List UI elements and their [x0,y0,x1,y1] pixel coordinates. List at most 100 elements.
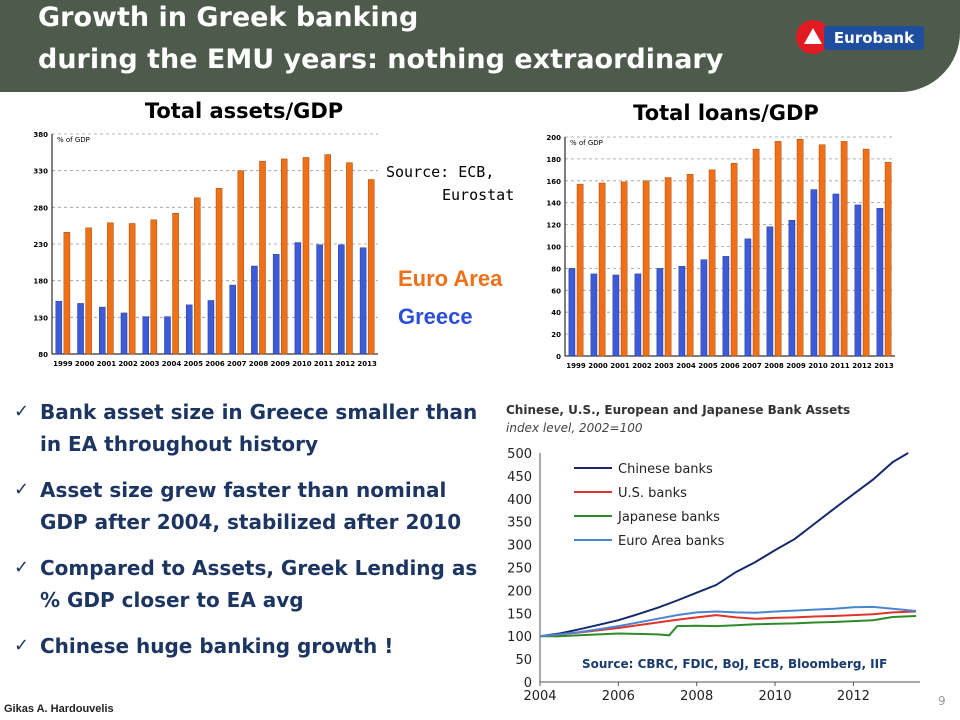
x-tick-label: 2007 [742,362,762,370]
bar-euro-area [752,148,760,357]
y-tick-label: 380 [33,131,48,139]
y-tick-label: 100 [546,244,561,252]
bullet-item: ✓ Compared to Assets, Greek Lending as %… [14,552,484,616]
x-tick-label: 2008 [764,362,784,370]
bar-greece [832,193,840,357]
bar-euro-area [884,161,892,357]
bar-euro-area [642,180,650,357]
x-tick-label: 2011 [314,360,334,368]
legend-label: U.S. banks [618,486,687,501]
source-note-line-2: Eurostat [442,186,515,204]
bar-greece [612,274,620,357]
bar-greece [120,312,128,355]
y-tick-label: 200 [507,584,532,599]
chart-title: Total assets/GDP [145,99,343,123]
bar-greece [590,273,598,357]
slide-title-line-2: during the EMU years: nothing extraordin… [38,44,724,75]
series-line [539,452,909,638]
x-tick-label: 2010 [759,689,792,704]
x-tick-label: 2004 [162,360,182,368]
bar-euro-area [796,138,804,357]
bar-greece [338,244,345,355]
bar-euro-area [63,232,71,355]
unit-label: % of GDP [570,139,603,147]
series-line [539,610,917,638]
y-tick-label: 300 [507,539,532,554]
y-tick-label: 230 [33,241,48,249]
bullet-text: Compared to Assets, Greek Lending as % G… [40,556,478,612]
y-tick-label: 200 [546,134,561,142]
x-tick-label: 2009 [270,360,290,368]
bar-greece [99,306,106,355]
bar-greece [634,273,642,357]
x-tick-label: 2002 [118,360,138,368]
legend-label: Japanese banks [617,510,720,525]
bar-greece [185,304,193,355]
y-tick-label: 250 [507,562,532,577]
x-tick-label: 2004 [676,362,696,370]
y-tick-label: 50 [515,653,532,668]
slide-title-line-1: Growth in Greek banking [38,2,419,33]
x-tick-label: 2012 [837,689,870,704]
bar-euro-area [172,212,179,355]
x-tick-label: 2006 [602,689,635,704]
x-tick-label: 2008 [680,689,713,704]
x-tick-label: 2002 [632,362,652,370]
series-line [540,615,917,638]
bar-euro-area [367,179,375,355]
bar-euro-area [708,169,716,357]
bar-euro-area [346,162,353,355]
bar-greece [678,266,686,357]
bar-greece [568,268,576,357]
x-tick-label: 2010 [292,360,312,368]
y-tick-label: 150 [507,607,532,622]
x-tick-label: 2000 [75,360,95,368]
bar-euro-area [150,219,158,355]
bar-greece [316,244,323,355]
chart-subtitle: index level, 2002=100 [506,421,643,435]
bar-greece [207,300,215,355]
unit-label: % of GDP [57,136,90,144]
y-tick-label: 0 [524,676,532,691]
legend-label: Chinese banks [618,462,713,477]
author-name: Gikas A. Hardouvelis [4,703,114,715]
y-tick-label: 140 [546,200,561,208]
page-number: 9 [938,694,946,708]
bullet-text: Chinese huge banking growth ! [40,634,394,658]
x-tick-label: 1999 [566,362,586,370]
legend-greece: Greece [398,304,473,329]
bar-euro-area [128,223,136,355]
bar-greece [164,316,171,355]
y-tick-label: 400 [507,493,532,508]
y-tick-label: 0 [556,353,561,361]
bar-greece [788,220,796,357]
checkmark-icon: ✓ [14,479,30,500]
y-tick-label: 120 [546,222,561,230]
bar-euro-area [818,144,826,357]
y-tick-label: 180 [546,156,561,164]
x-tick-label: 2005 [698,362,718,370]
bar-euro-area [620,181,628,357]
bar-euro-area [107,222,114,355]
x-tick-label: 1999 [53,360,73,368]
bar-greece [359,247,367,355]
y-tick-label: 500 [507,447,532,462]
header-bar: Growth in Greek banking during the EMU y… [0,0,960,92]
bar-greece [251,265,258,355]
bar-euro-area [862,148,870,357]
legend-euro-area: Euro Area [398,266,503,291]
chart-title: Total loans/GDP [633,101,819,125]
bullet-text: Bank asset size in Greece smaller than i… [40,400,478,456]
y-tick-label: 80 [38,351,48,359]
x-tick-label: 2012 [336,360,356,368]
bar-euro-area [598,182,606,357]
bar-greece [766,226,774,357]
bar-euro-area [194,197,201,355]
x-tick-label: 2013 [874,362,894,370]
bar-euro-area [215,188,223,355]
bar-greece [55,300,63,355]
bar-euro-area [324,154,331,355]
y-tick-label: 130 [33,314,48,322]
y-tick-label: 20 [551,331,561,339]
bar-greece [810,189,818,357]
